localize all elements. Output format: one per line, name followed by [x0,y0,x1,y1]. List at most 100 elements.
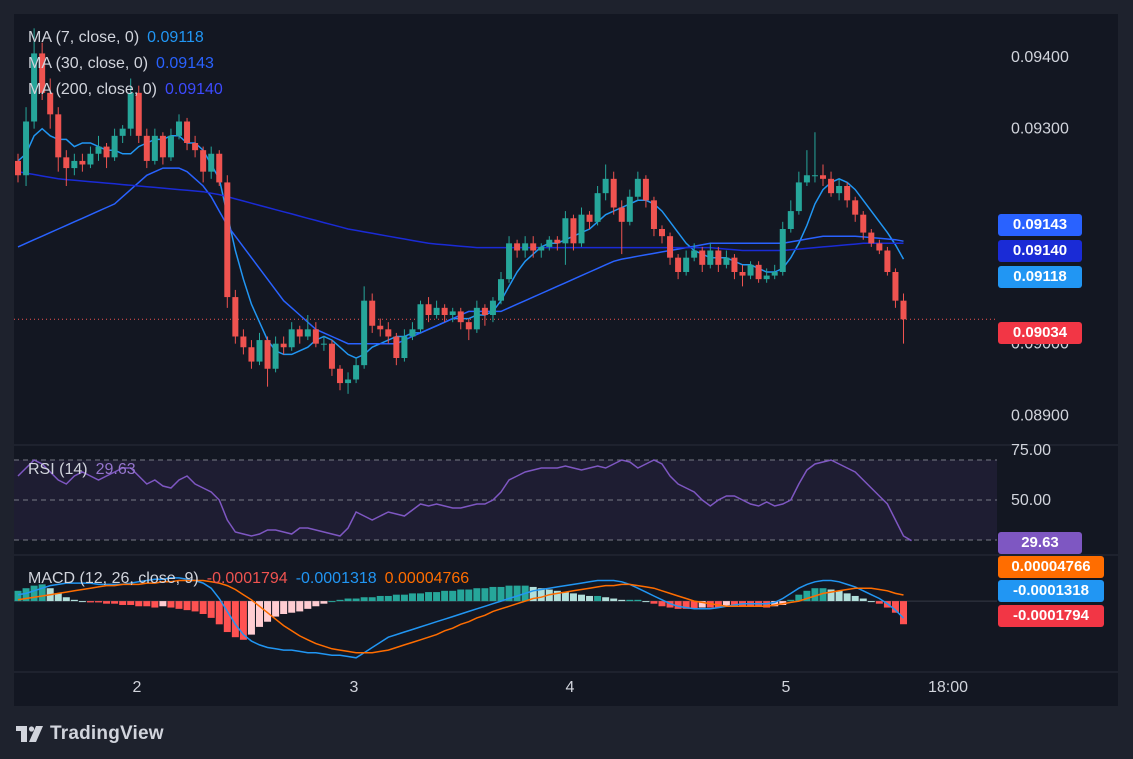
macd-hist-bar [674,601,682,609]
macd-hist-bar [360,597,368,602]
candle [159,132,166,165]
candle [787,200,794,233]
candle-body [409,329,416,337]
candle-body [892,272,899,301]
candle-body [514,243,521,251]
candle-body [844,186,851,201]
candle [264,336,271,387]
macd-hist-bar [247,601,255,635]
candle-body [554,239,561,244]
candle [79,153,86,172]
candle-body [755,264,762,280]
candle-body [71,160,78,169]
macd-hist-bar [272,601,280,617]
candle-body [31,53,38,122]
macd-hist-bar [722,601,730,607]
macd-hist-bar [537,588,545,602]
chart-canvas[interactable]: 0.094000.093000.091000.090000.0890075.00… [14,14,1118,706]
candle-body [820,175,826,179]
macd-hist-bar [811,588,819,602]
candle-body [361,300,368,366]
legend-macd-value: -0.0001318 [295,570,377,587]
legend-macd[interactable]: MACD (12, 26, close, 9) -0.0001794 -0.0001… [28,570,469,588]
chart-frame[interactable]: 0.094000.093000.091000.090000.0890075.00… [14,14,1118,706]
candle-body [667,236,674,258]
macd-hist-bar [859,598,867,602]
macd-hist-bar [111,601,119,604]
candle [95,135,102,161]
candle-body [224,182,231,298]
macd-hist-bar [304,601,312,609]
macd-hist-bar [191,601,199,612]
candle [489,297,496,323]
time-tick-label: 5 [782,679,791,696]
badge-ma200: 0.09140 [998,240,1082,262]
badge-macd: -0.0001318 [998,580,1104,602]
legend-ma30[interactable]: MA (30, close, 0) 0.09143 [28,55,214,73]
badge-last-price: 0.09034 [998,322,1082,344]
macd-hist-bar [698,601,706,608]
candle [650,196,657,237]
candle [272,336,279,373]
candle [836,178,843,201]
candle [417,300,424,333]
candle [345,372,352,394]
candle [900,293,907,344]
candle-body [650,200,657,229]
candle-body [610,178,617,208]
candle-body [143,135,150,161]
candle [361,286,368,369]
macd-hist-bar [119,601,127,605]
signal-line [17,579,904,654]
candle [570,214,577,251]
candle-body [489,300,496,315]
candle [779,221,786,276]
candle [465,318,472,341]
candle [55,107,62,172]
candle [578,207,585,247]
candle [184,117,191,151]
badge-rsi: 29.63 [998,532,1082,554]
candle-body [119,128,126,136]
macd-hist-bar [827,589,835,602]
candle [385,322,392,344]
candle-body [498,279,504,301]
macd-hist-bar [86,601,94,603]
macd-hist-bar [408,593,416,602]
candle [538,243,545,258]
legend-ma200-value: 0.09140 [164,81,223,98]
macd-hist-bar [215,601,223,625]
candle-body [23,121,30,176]
candle [610,171,617,215]
candle-body [699,250,706,265]
candle [103,143,110,169]
legend-rsi[interactable]: RSI (14) 29.63 [28,461,136,479]
candle-body [385,329,392,337]
candle-body [546,239,553,247]
tradingview-logo[interactable]: TradingView [16,722,164,746]
legend-ma7[interactable]: MA (7, close, 0) 0.09118 [28,29,204,47]
candle-body [393,336,400,358]
candle-body [618,207,625,222]
macd-hist-bar [54,593,62,602]
candle-body [345,379,352,384]
time-tick-label: 2 [133,679,142,696]
candle-body [691,250,698,258]
price-tick-label: 0.09300 [1011,121,1069,138]
candle-body [167,135,174,158]
candle-body [860,214,867,233]
macd-hist-bar [626,599,634,602]
candle-body [787,211,794,229]
macd-hist-bar [610,598,618,602]
candle-body [675,257,682,272]
candle [409,322,416,341]
candle [23,107,30,186]
candle-body [312,329,319,344]
legend-ma200[interactable]: MA (200, close, 0) 0.09140 [28,81,223,99]
brand-name: TradingView [50,723,164,744]
candle-body [634,178,641,197]
candle-body [828,178,835,194]
macd-hist-bar [400,594,408,602]
macd-hist-bar [95,601,102,603]
macd-hist-bar [376,595,384,602]
